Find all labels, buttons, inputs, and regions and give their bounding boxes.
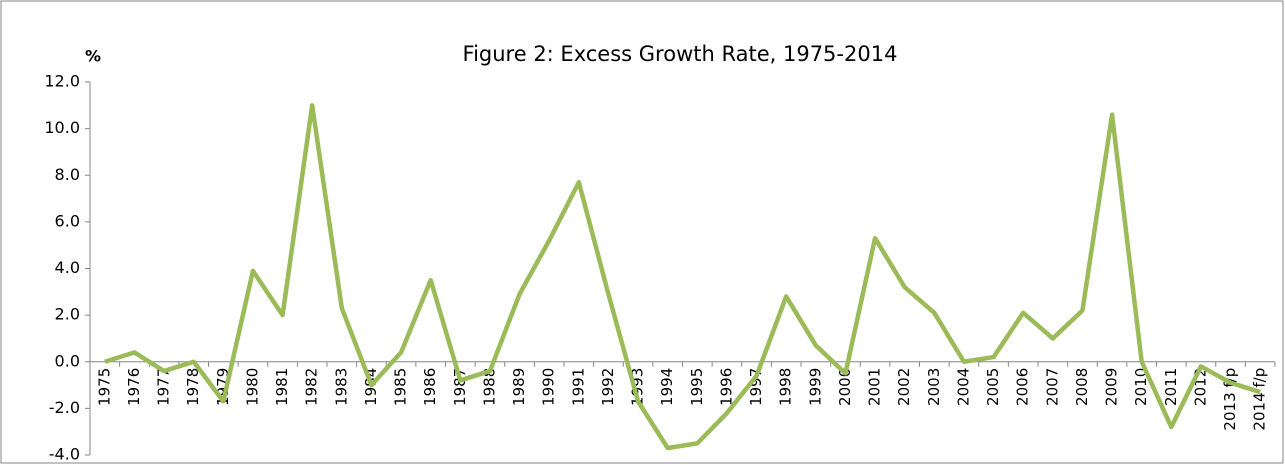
x-tick-label: 1981 <box>273 368 291 406</box>
x-tick-label: 2008 <box>1073 368 1091 406</box>
chart-title: Figure 2: Excess Growth Rate, 1975-2014 <box>463 42 898 66</box>
y-tick-label: 2.0 <box>55 305 80 324</box>
y-tick-label: 0.0 <box>55 351 80 370</box>
x-tick-label: 1989 <box>510 368 528 406</box>
x-tick-label: 1982 <box>303 368 321 406</box>
x-tick-label: 1992 <box>599 368 617 406</box>
x-tick-label: 2011 <box>1162 368 1180 406</box>
x-tick-label: 1986 <box>421 368 439 406</box>
x-tick-label: 2004 <box>954 368 972 406</box>
line-series <box>104 103 1261 451</box>
x-tick-label: 2010 <box>1132 368 1150 406</box>
x-tick-label: 2000 <box>836 368 854 406</box>
x-tick-label: 1977 <box>155 368 173 406</box>
x-tick-label: 1990 <box>540 368 558 406</box>
y-tick-label: -4.0 <box>49 445 80 464</box>
y-tick-label: 12.0 <box>44 72 80 91</box>
x-tick-label: 2014 f/p <box>1251 368 1269 431</box>
y-tick-label: 6.0 <box>55 211 80 230</box>
x-tick-label: 2007 <box>1043 368 1061 406</box>
x-tick-label: 2002 <box>895 368 913 406</box>
x-tick-label: 1997 <box>747 368 765 406</box>
x-tick-label: 1991 <box>569 368 587 406</box>
x-tick-label: 1985 <box>392 368 410 406</box>
x-tick-label: 1980 <box>243 368 261 406</box>
x-tick-label: 1975 <box>95 368 113 406</box>
x-tick-label: 2003 <box>925 368 943 406</box>
x-tick-label: 1998 <box>777 368 795 406</box>
x-tick-label: 1976 <box>125 368 143 406</box>
x-tick-label: 1995 <box>688 368 706 406</box>
x-tick-label: 2012 <box>1191 368 1209 406</box>
y-tick-label: 4.0 <box>55 258 80 277</box>
x-tick-label: 2001 <box>866 368 884 406</box>
x-tick-label: 1994 <box>658 368 676 406</box>
x-tick-label: 1983 <box>332 368 350 406</box>
x-tick-label: 2005 <box>984 368 1002 406</box>
y-axis-label: % <box>85 47 101 66</box>
y-tick-label: 10.0 <box>44 118 80 137</box>
x-tick-label: 1996 <box>717 368 735 406</box>
y-tick-label: 8.0 <box>55 165 80 184</box>
x-tick-label: 2006 <box>1014 368 1032 406</box>
y-tick-label: -2.0 <box>49 398 80 417</box>
x-tick-label: 1999 <box>806 368 824 406</box>
x-tick-label: 2009 <box>1103 368 1121 406</box>
x-tick-label: 1978 <box>184 368 202 406</box>
x-tick-label: 1988 <box>480 368 498 406</box>
